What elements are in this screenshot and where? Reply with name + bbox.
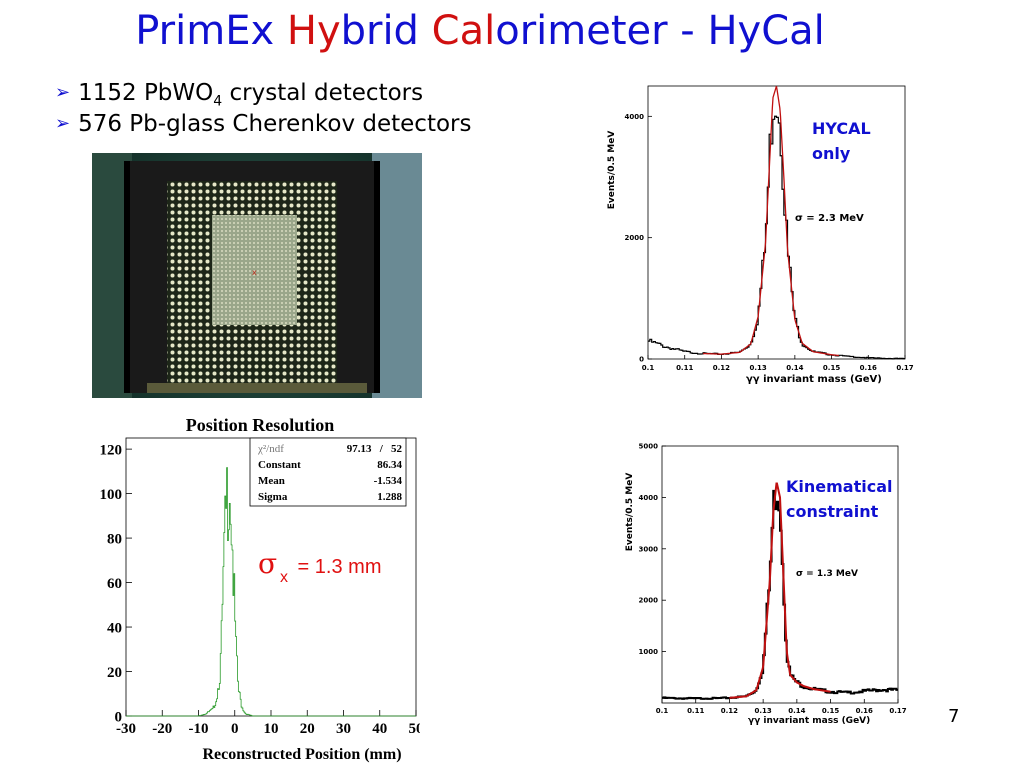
plot-frame <box>661 445 899 704</box>
sigma-symbol: σ <box>258 547 277 580</box>
page-number: 7 <box>948 706 960 727</box>
data-histogram <box>662 489 898 700</box>
y-tick-label: 5000 <box>639 442 659 450</box>
y-tick-label: 20 <box>107 665 122 681</box>
stats-key-sigma: Sigma <box>258 491 288 503</box>
x-tick-label: 0.13 <box>750 364 767 372</box>
x-tick-label: 40 <box>372 721 387 737</box>
x-axis-label: γγ invariant mass (GeV) <box>746 374 882 385</box>
stats-value-chi2: 97.13 / 52 <box>347 443 403 455</box>
position-resolution-plot: Position Resolution -30 -20 -10 0 10 20 30 40 50… <box>100 415 421 763</box>
y-tick-label: 1000 <box>639 648 659 656</box>
y-tick-label: 0 <box>115 709 123 725</box>
x-tick-label: 0.1 <box>642 364 655 372</box>
x-tick-label: 0.16 <box>856 707 873 715</box>
stats-key-mean: Mean <box>258 475 285 487</box>
y-tick-label: 0 <box>639 355 644 363</box>
x-tick-label: 20 <box>300 721 315 737</box>
bullet-pbwo4: ➢ 1152 PbWO4 crystal detectors <box>55 80 424 110</box>
stats-box: χ²/ndf 97.13 / 52 Constant 86.34 Mean -1… <box>249 437 407 507</box>
arrow-bullet-icon: ➢ <box>55 82 71 103</box>
x-tick-label: 0.15 <box>822 707 839 715</box>
y-tick-label: 4000 <box>639 494 659 502</box>
x-tick-label: 0.12 <box>721 707 738 715</box>
stats-value-constant: 86.34 <box>377 459 402 471</box>
y-axis-label: Events/0.5 MeV <box>625 473 635 552</box>
sigma-subscript: x <box>280 569 288 586</box>
stats-value-sigma: 1.288 <box>377 491 402 503</box>
y-tick-label: 2000 <box>639 597 659 605</box>
sigma-value: = 1.3 mm <box>292 556 381 578</box>
x-tick-label: 0.12 <box>713 364 730 372</box>
x-tick-label: 0.16 <box>860 364 877 372</box>
y-tick-label: 60 <box>107 576 122 592</box>
plot-frame <box>647 85 906 360</box>
x-axis-label: Reconstructed Position (mm) <box>202 746 401 763</box>
sigma-x-label: σ x = 1.3 mm <box>258 547 381 586</box>
mass-spectrum-kinematical-plot: 0.1 0.11 0.12 0.13 0.14 0.15 0.16 0.17 1000 2000… <box>625 442 907 726</box>
x-tick-label: 30 <box>336 721 351 737</box>
data-histogram <box>648 115 905 360</box>
x-tick-label: 0.11 <box>676 364 693 372</box>
arrow-bullet-icon: ➢ <box>55 113 71 134</box>
x-tick-label: 0.15 <box>823 364 840 372</box>
x-tick-label: 10 <box>264 721 279 737</box>
fit-curve <box>729 482 831 699</box>
x-tick-label: -30 <box>116 721 136 737</box>
plot-title: Position Resolution <box>186 415 335 435</box>
x-tick-label: 0.13 <box>755 707 772 715</box>
x-tick-label: -20 <box>152 721 172 737</box>
x-tick-label: 0.14 <box>786 364 803 372</box>
x-tick-label: 0 <box>231 721 239 737</box>
data-histogram <box>126 467 416 717</box>
y-tick-label: 120 <box>100 442 123 458</box>
plot-label-line1: Kinematical <box>786 477 893 496</box>
x-axis-label: γγ invariant mass (GeV) <box>748 716 870 726</box>
y-tick-label: 40 <box>107 620 122 636</box>
plot-label-line1: HYCAL <box>812 119 871 138</box>
detector-photo-icon: x <box>92 153 422 398</box>
mass-spectrum-hycal-plot: 0.1 0.11 0.12 0.13 0.14 0.15 0.16 0.17 0 2000 400… <box>607 85 914 385</box>
x-tick-label: 0.17 <box>889 707 906 715</box>
stats-value-mean: -1.534 <box>374 475 403 487</box>
y-tick-label: 80 <box>107 531 122 547</box>
x-tick-label: 0.14 <box>788 707 805 715</box>
svg-text:x: x <box>252 268 257 277</box>
plot-label-line2: constraint <box>786 502 879 521</box>
x-tick-label: 50 <box>409 721 421 737</box>
plot-label-line2: only <box>812 144 851 163</box>
y-tick-label: 4000 <box>625 113 645 121</box>
x-tick-label: 0.11 <box>687 707 704 715</box>
y-axis-label: Events/0.5 MeV <box>607 131 617 210</box>
bullet-pbglass: ➢ 576 Pb-glass Cherenkov detectors <box>55 111 472 137</box>
y-tick-label: 2000 <box>625 234 645 242</box>
slide-title: PrimEx Hybrid Calorimeter - HyCal <box>135 8 825 54</box>
x-tick-label: -10 <box>189 721 209 737</box>
sigma-annotation: σ = 1.3 MeV <box>796 569 858 579</box>
y-tick-label: 100 <box>100 487 123 503</box>
x-tick-label: 0.17 <box>896 364 913 372</box>
sigma-annotation: σ = 2.3 MeV <box>795 213 864 224</box>
x-tick-label: 0.1 <box>656 707 669 715</box>
stats-key-constant: Constant <box>258 459 301 471</box>
y-tick-label: 3000 <box>639 545 659 553</box>
stats-key-chi2: χ²/ndf <box>257 443 284 455</box>
fit-curve <box>703 86 839 357</box>
